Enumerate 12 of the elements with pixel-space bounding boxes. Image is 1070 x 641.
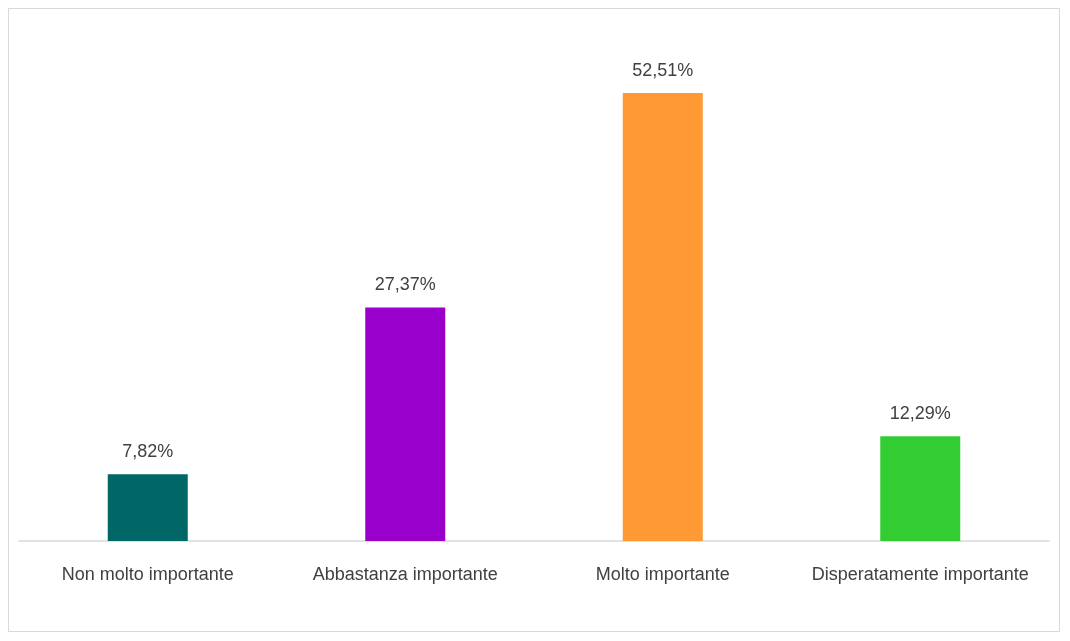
bar [365, 307, 446, 541]
bar [107, 474, 188, 541]
x-tick-label: Disperatamente importante [811, 564, 1029, 584]
bar [880, 436, 961, 541]
data-label: 52,51% [632, 59, 694, 80]
x-tick-label: Abbastanza importante [312, 564, 498, 584]
x-tick-label: Molto importante [595, 564, 730, 584]
x-tick-label: Non molto importante [61, 564, 234, 584]
data-label: 12,29% [889, 403, 951, 424]
data-label: 7,82% [122, 441, 174, 462]
bar [622, 92, 703, 541]
data-label: 27,37% [374, 274, 436, 295]
